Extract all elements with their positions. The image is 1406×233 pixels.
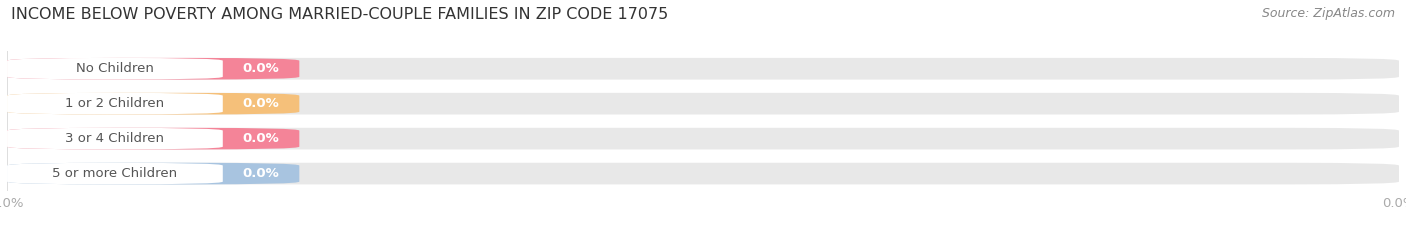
FancyBboxPatch shape — [7, 163, 1399, 185]
FancyBboxPatch shape — [7, 58, 299, 80]
FancyBboxPatch shape — [7, 163, 299, 185]
FancyBboxPatch shape — [7, 128, 299, 150]
Text: 5 or more Children: 5 or more Children — [52, 167, 177, 180]
FancyBboxPatch shape — [7, 128, 222, 150]
Text: 3 or 4 Children: 3 or 4 Children — [66, 132, 165, 145]
Text: 0.0%: 0.0% — [243, 132, 280, 145]
FancyBboxPatch shape — [7, 58, 222, 80]
FancyBboxPatch shape — [7, 93, 222, 115]
Text: 0.0%: 0.0% — [243, 167, 280, 180]
Text: 0.0%: 0.0% — [243, 97, 280, 110]
FancyBboxPatch shape — [7, 128, 1399, 150]
FancyBboxPatch shape — [7, 58, 1399, 80]
Text: INCOME BELOW POVERTY AMONG MARRIED-COUPLE FAMILIES IN ZIP CODE 17075: INCOME BELOW POVERTY AMONG MARRIED-COUPL… — [11, 7, 668, 22]
Text: Source: ZipAtlas.com: Source: ZipAtlas.com — [1261, 7, 1395, 20]
Text: 1 or 2 Children: 1 or 2 Children — [65, 97, 165, 110]
FancyBboxPatch shape — [7, 163, 222, 185]
FancyBboxPatch shape — [7, 93, 1399, 115]
Text: No Children: No Children — [76, 62, 153, 75]
Text: 0.0%: 0.0% — [243, 62, 280, 75]
FancyBboxPatch shape — [7, 93, 299, 115]
